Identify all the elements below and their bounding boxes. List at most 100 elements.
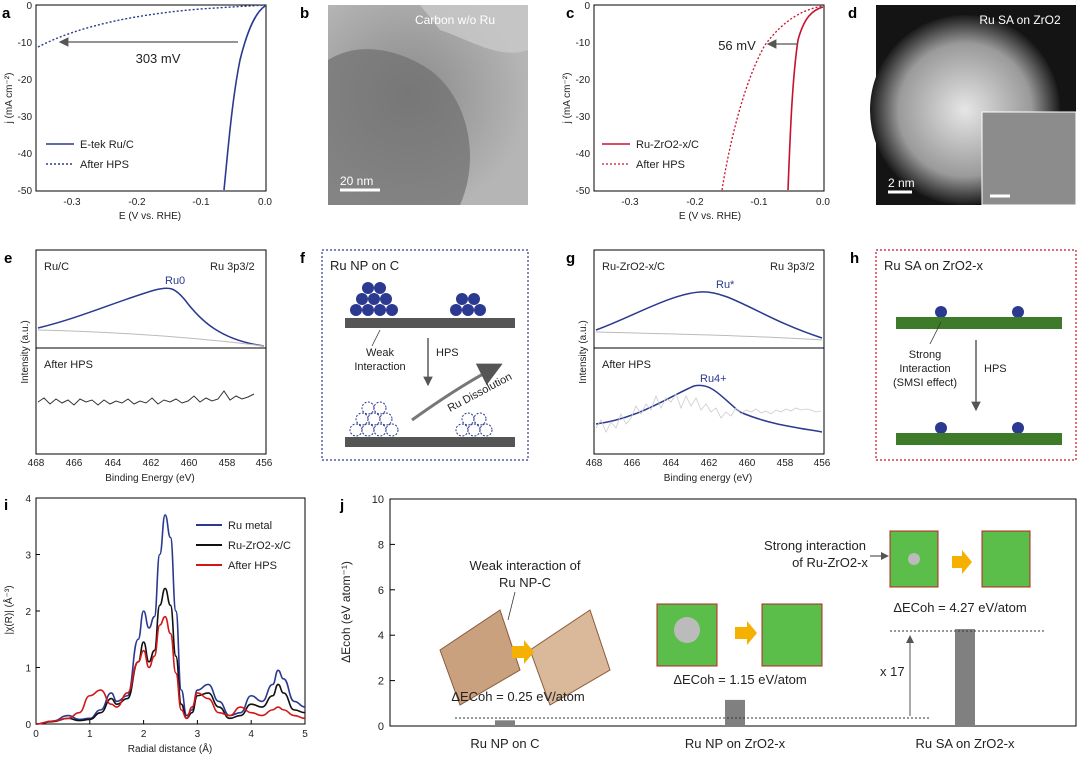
panel-label-g: g [566, 250, 575, 267]
panel-h: h Ru SA on ZrO2-x Strong Interaction (SM… [850, 249, 1077, 461]
pointer-line [507, 591, 516, 621]
annotation: Strong interaction [764, 538, 866, 553]
plot-frame [35, 249, 267, 455]
y-axis-label: j (mA cm⁻²) [562, 73, 573, 125]
dissolution-arrow [411, 363, 503, 422]
y-axis-label: ΔEcoh (eV atom⁻¹) [339, 561, 353, 663]
structure-after [761, 603, 823, 667]
x-tick: 0.0 [258, 197, 272, 208]
structure-after [981, 530, 1031, 588]
plot-frame [35, 4, 267, 192]
panel-f: f Ru NP on C Weak Interaction HPS Ru Dis… [300, 249, 529, 461]
y-tick: -50 [18, 186, 33, 197]
x-tick: 464 [663, 458, 680, 469]
panel-label-f: f [300, 250, 306, 267]
bar [495, 720, 515, 726]
legend-label: After HPS [636, 159, 685, 171]
fit-curve [595, 291, 823, 339]
bar-value-label: ΔECoh = 0.25 eV/atom [451, 689, 584, 704]
ratio-label: x 17 [880, 664, 905, 679]
series-line-ru-zro2 [787, 6, 824, 191]
panel-label-h: h [850, 250, 859, 267]
carbon-particle [328, 49, 470, 206]
ru-sa-zro2-model [889, 530, 1031, 588]
plot-frame [593, 249, 825, 455]
x-ticks: 468 466 464 462 460 458 456 [586, 458, 831, 469]
x-tick: 460 [181, 458, 198, 469]
series-line-1 [35, 587, 306, 725]
bar-value-label: ΔECoh = 1.15 eV/atom [673, 672, 806, 687]
x-tick: -0.1 [192, 197, 210, 208]
panel-b: b Carbon w/o Ru 20 nm [300, 5, 528, 206]
panel-g: g Ru-ZrO2-x/C Ru 3p3/2 Ru* After HPS Ru4… [566, 249, 831, 484]
panel-label-i: i [4, 497, 8, 514]
overpotential-label: 303 mV [136, 51, 181, 66]
x-tick-label: 4 [248, 729, 254, 740]
y-tick-label: 0 [25, 720, 31, 731]
x-axis-label: E (V vs. RHE) [679, 211, 741, 222]
x-ticks: -0.3 -0.2 -0.1 0.0 [63, 197, 272, 208]
zro2-support [896, 433, 1062, 445]
peak-label: Ru4+ [700, 373, 727, 385]
region-label: Ru 3p3/2 [770, 261, 815, 273]
y-axis-label: Intensity (a.u.) [578, 320, 589, 383]
x-tick: 462 [143, 458, 160, 469]
spectrum-label: Ru-ZrO2-x/C [602, 261, 665, 273]
y-tick-label: 4 [378, 630, 384, 642]
schematic-frame [321, 249, 529, 461]
x-tick: 456 [256, 458, 273, 469]
transform-arrow [735, 621, 757, 645]
x-axis-label: Binding energy (eV) [664, 473, 752, 484]
pointer-line [929, 321, 942, 345]
panel-label-c: c [566, 5, 574, 22]
single-atom [935, 422, 947, 434]
legend-label: Ru metal [228, 520, 272, 532]
y-tick-label: 3 [25, 551, 31, 562]
series-line-etek [223, 5, 266, 191]
x-axis-label: E (V vs. RHE) [119, 211, 181, 222]
axis-ticks: 0 1 2 3 4 5 0 1 2 3 4 [25, 494, 308, 740]
x-tick: 466 [66, 458, 83, 469]
x-tick: 456 [814, 458, 831, 469]
y-tick: -20 [576, 75, 591, 86]
weak-label: Weak [366, 347, 394, 359]
y-tick: 0 [26, 1, 32, 12]
fit-curve [37, 287, 265, 347]
carbon-support [345, 318, 515, 328]
y-tick: -40 [576, 149, 591, 160]
schematic-title: Ru NP on C [330, 258, 399, 273]
panel-label-b: b [300, 5, 309, 22]
x-tick-label: 1 [87, 729, 93, 740]
single-atom [935, 306, 947, 318]
category-label: Ru NP on ZrO2-x [685, 736, 786, 751]
x-tick-label: 3 [195, 729, 201, 740]
spectrum-label: After HPS [44, 359, 93, 371]
legend-label: Ru-ZrO2-x/C [228, 540, 291, 552]
image-caption: Ru SA on ZrO2 [979, 13, 1061, 27]
x-tick: -0.2 [128, 197, 146, 208]
series-line-after-hps [721, 5, 824, 191]
panel-label-d: d [848, 5, 857, 22]
structure-after [529, 609, 611, 706]
y-tick-label: 2 [25, 607, 31, 618]
interaction-label: Interaction [899, 363, 950, 375]
y-tick-label: 6 [378, 585, 384, 597]
y-tick: -40 [18, 149, 33, 160]
y-tick: -30 [18, 112, 33, 123]
x-axis-label: Radial distance (Å) [128, 742, 212, 755]
legend-label: Ru-ZrO2-x/C [636, 139, 699, 151]
panel-e: e Ru/C Ru 3p3/2 Ru0 After HPS 468 466 46… [4, 249, 273, 484]
series-line-0 [35, 514, 306, 725]
x-tick: 462 [701, 458, 718, 469]
y-tick: -10 [576, 38, 591, 49]
scale-bar-label: 20 nm [340, 174, 373, 188]
schematic-title: Ru SA on ZrO2-x [884, 258, 983, 273]
x-tick: 464 [105, 458, 122, 469]
axis-ticks: 0 2 4 6 8 10 [372, 494, 395, 733]
noisy-spectrum [37, 390, 255, 406]
scale-bar-label: 2 nm [888, 176, 915, 190]
y-tick: -30 [576, 112, 591, 123]
pointer-line [371, 329, 381, 347]
spectrum-label: Ru/C [44, 261, 69, 273]
